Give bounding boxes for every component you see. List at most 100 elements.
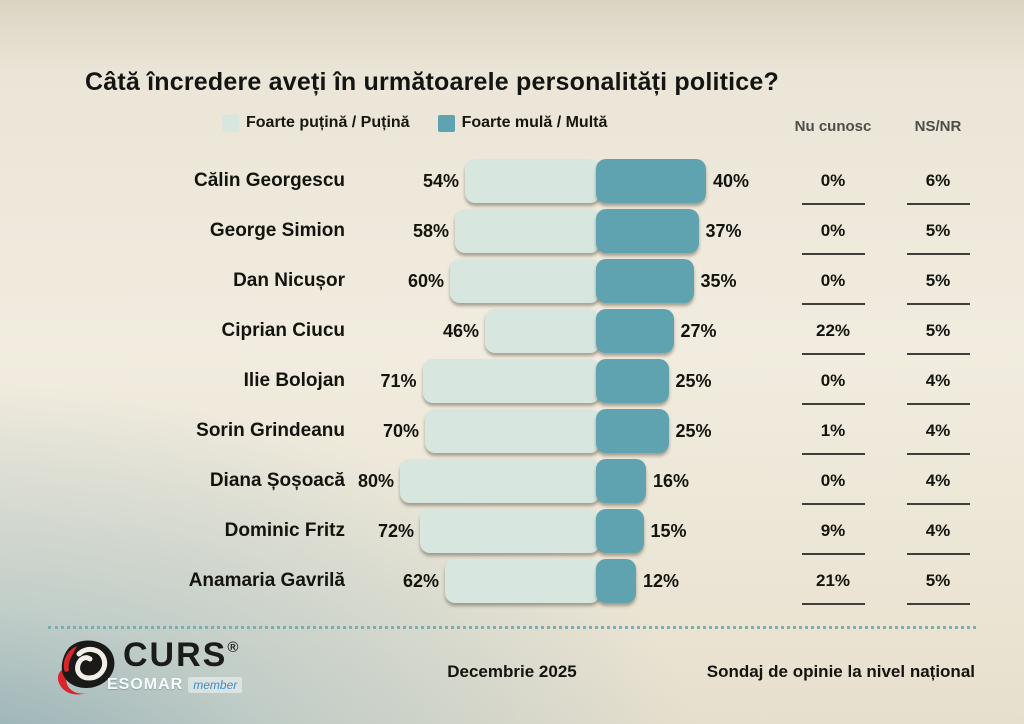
candidate-name: Dan Nicușor [233, 270, 345, 291]
legend-swatch-high [437, 114, 455, 132]
legend-label-high: Foarte mulă / Multă [461, 114, 608, 131]
candidate-name: Ilie Bolojan [243, 370, 345, 391]
nu-cunosc-underline [802, 453, 865, 455]
ns-nr-underline [907, 353, 970, 355]
esomar-member-row: ESOMAR member [107, 676, 243, 694]
high-bar [596, 509, 644, 553]
high-bar [596, 159, 706, 203]
ns-nr-value: 5% [925, 221, 951, 240]
candidate-name: Sorin Grindeanu [196, 420, 345, 441]
nu-cunosc-underline [802, 253, 865, 255]
low-value-label: 80% [357, 471, 394, 491]
nu-cunosc-value: 0% [820, 271, 846, 290]
nu-cunosc-underline [802, 553, 865, 555]
nu-cunosc-value: 9% [820, 521, 846, 540]
high-value-label: 40% [713, 171, 750, 191]
chart-legend: Foarte puțină / Puțină Foarte mulă / Mul… [222, 114, 607, 132]
ns-nr-underline [907, 453, 970, 455]
footer-separator [48, 626, 976, 629]
column-header-ns-nr: NS/NR [914, 118, 962, 135]
candidate-name: Ciprian Ciucu [221, 320, 345, 341]
chart-row: George Simion 58% 37% 0% 5% [0, 208, 1024, 255]
high-bar [596, 209, 699, 253]
ns-nr-value: 4% [925, 421, 951, 440]
nu-cunosc-underline [802, 353, 865, 355]
legend-label-low: Foarte puțină / Puțină [246, 114, 410, 131]
ns-nr-value: 4% [925, 371, 951, 390]
ns-nr-underline [907, 603, 970, 605]
chart-row: Ilie Bolojan 71% 25% 0% 4% [0, 358, 1024, 405]
nu-cunosc-value: 0% [820, 171, 846, 190]
survey-scope-note: Sondaj de opinie la nivel național [706, 662, 975, 681]
low-value-label: 58% [412, 221, 449, 241]
chart-row: Ciprian Ciucu 46% 27% 22% 5% [0, 308, 1024, 355]
curs-logo: CURS® ESOMAR member [55, 636, 243, 696]
chart-row: Dominic Fritz 72% 15% 9% 4% [0, 508, 1024, 555]
chart-row: Sorin Grindeanu 70% 25% 1% 4% [0, 408, 1024, 455]
ns-nr-value: 5% [925, 321, 951, 340]
high-value-label: 37% [705, 221, 742, 241]
nu-cunosc-underline [802, 603, 865, 605]
ns-nr-value: 4% [925, 471, 951, 490]
low-value-label: 60% [407, 271, 444, 291]
ns-nr-underline [907, 553, 970, 555]
nu-cunosc-underline [802, 303, 865, 305]
nu-cunosc-value: 1% [820, 421, 846, 440]
legend-item-low: Foarte puțină / Puțină [222, 114, 410, 132]
column-header-nu-cunosc: Nu cunosc [794, 118, 872, 135]
low-value-label: 46% [442, 321, 479, 341]
curs-logo-name: CURS [123, 636, 228, 674]
chart-row: Călin Georgescu 54% 40% 0% 6% [0, 158, 1024, 205]
low-bar [422, 359, 600, 403]
ns-nr-underline [907, 303, 970, 305]
candidate-name: Anamaria Gavrilă [188, 570, 345, 591]
chart-row: Diana Șoșoacă 80% 16% 0% 4% [0, 458, 1024, 505]
low-bar [420, 509, 600, 553]
nu-cunosc-underline [802, 403, 865, 405]
low-bar [450, 259, 600, 303]
low-value-label: 71% [380, 371, 417, 391]
curs-logo-text: CURS® ESOMAR member [107, 636, 243, 694]
nu-cunosc-underline [802, 203, 865, 205]
high-bar [596, 309, 674, 353]
candidate-name: Călin Georgescu [194, 170, 345, 191]
low-value-label: 72% [377, 521, 414, 541]
nu-cunosc-underline [802, 503, 865, 505]
ns-nr-underline [907, 253, 970, 255]
registered-mark: ® [227, 639, 239, 656]
low-bar [400, 459, 600, 503]
high-value-label: 35% [700, 271, 737, 291]
ns-nr-value: 5% [925, 271, 951, 290]
nu-cunosc-value: 21% [815, 571, 851, 590]
high-bar [596, 359, 669, 403]
nu-cunosc-value: 0% [820, 471, 846, 490]
chart-row: Dan Nicușor 60% 35% 0% 5% [0, 258, 1024, 305]
high-value-label: 15% [650, 521, 687, 541]
ns-nr-underline [907, 203, 970, 205]
high-value-label: 27% [680, 321, 717, 341]
low-bar [455, 209, 600, 253]
ns-nr-value: 6% [925, 171, 951, 190]
ns-nr-underline [907, 403, 970, 405]
ns-nr-underline [907, 503, 970, 505]
nu-cunosc-value: 0% [820, 371, 846, 390]
ns-nr-value: 4% [925, 521, 951, 540]
low-value-label: 62% [402, 571, 439, 591]
candidate-name: Dominic Fritz [224, 520, 345, 541]
nu-cunosc-value: 22% [815, 321, 851, 340]
nu-cunosc-value: 0% [820, 221, 846, 240]
curs-logo-icon [57, 640, 115, 695]
member-badge: member [188, 676, 243, 693]
low-bar [425, 409, 600, 453]
high-bar [596, 459, 646, 503]
high-value-label: 25% [675, 371, 712, 391]
ns-nr-value: 5% [925, 571, 951, 590]
chart-title: Câtă încredere aveți în următoarele pers… [85, 68, 779, 96]
legend-item-high: Foarte mulă / Multă [437, 114, 608, 132]
legend-swatch-low [222, 114, 239, 132]
high-value-label: 25% [675, 421, 712, 441]
chart-row: Anamaria Gavrilă 62% 12% 21% 5% [0, 558, 1024, 605]
candidate-name: Diana Șoșoacă [209, 470, 345, 491]
high-bar [596, 409, 669, 453]
